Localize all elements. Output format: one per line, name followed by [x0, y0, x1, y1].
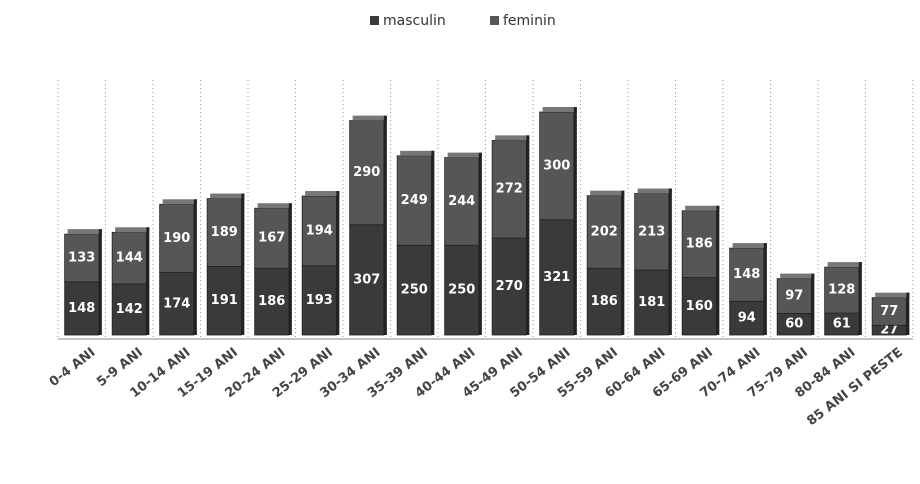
value-label: 202	[591, 224, 618, 239]
bar-side	[763, 243, 767, 335]
value-label: 148	[68, 301, 95, 316]
bar	[206, 198, 242, 267]
bar	[681, 277, 717, 336]
bar-side	[811, 273, 815, 335]
bar-top	[400, 150, 435, 156]
bar	[586, 195, 622, 269]
value-label: 272	[496, 182, 523, 197]
bar-top	[115, 227, 150, 233]
bar	[444, 157, 480, 246]
value-label: 307	[353, 272, 380, 287]
value-label: 189	[211, 225, 238, 240]
bar-side	[193, 199, 197, 335]
bar-side	[336, 191, 340, 335]
bar-side	[858, 262, 862, 335]
value-label: 186	[591, 294, 618, 309]
value-label: 133	[68, 250, 95, 265]
bar-side	[146, 227, 150, 335]
bar	[254, 207, 290, 269]
value-label: 213	[638, 224, 665, 239]
value-label: 174	[163, 296, 190, 311]
value-label: 190	[163, 231, 190, 246]
value-label: 148	[733, 267, 760, 282]
bar	[349, 120, 385, 226]
bar-side	[288, 203, 292, 335]
value-label: 97	[785, 289, 803, 304]
bar	[64, 233, 100, 283]
bar-top	[352, 115, 387, 121]
bar	[539, 219, 575, 336]
value-label: 249	[401, 193, 428, 208]
bar	[159, 272, 195, 336]
value-label: 27	[880, 323, 898, 338]
value-label: 128	[828, 283, 855, 298]
bar	[254, 267, 290, 336]
bar-top	[827, 262, 862, 268]
value-label: 144	[116, 251, 143, 266]
value-label: 321	[543, 270, 570, 285]
bar-side	[383, 115, 387, 336]
value-label: 181	[638, 295, 665, 310]
value-label: 77	[880, 304, 898, 319]
bar	[871, 297, 907, 326]
legend-swatch	[490, 16, 499, 25]
bar-top	[590, 190, 625, 196]
bar-top	[305, 191, 340, 197]
bar-side	[431, 150, 435, 335]
bar-side	[526, 135, 530, 335]
value-label: 290	[353, 165, 380, 180]
bar-top	[210, 193, 245, 199]
x-tick-label: 0-4 ANI	[47, 345, 99, 390]
value-label: 300	[543, 158, 570, 173]
bar-top	[875, 292, 910, 298]
bar-side	[241, 193, 245, 335]
bar	[159, 203, 195, 273]
value-label: 250	[401, 283, 428, 298]
legend-label: masculin	[383, 13, 446, 29]
value-label: 270	[496, 279, 523, 294]
legend-swatch	[370, 16, 379, 25]
bar-top	[732, 243, 767, 249]
bar-side	[906, 292, 910, 335]
bar-top	[67, 229, 102, 235]
value-label: 193	[306, 293, 333, 308]
bar-side	[573, 107, 577, 335]
value-label: 194	[306, 223, 333, 238]
bar	[681, 210, 717, 278]
bar-top	[162, 199, 197, 205]
bar-top	[542, 107, 577, 112]
bar-top	[257, 203, 292, 209]
value-label: 160	[686, 299, 713, 314]
bar	[776, 278, 812, 314]
value-label: 191	[211, 293, 238, 308]
bar-side	[478, 152, 482, 335]
bar	[586, 267, 622, 336]
bar-top	[685, 205, 720, 211]
bar-top	[447, 152, 482, 158]
bar-side	[621, 190, 625, 335]
bar-side	[716, 205, 720, 335]
value-label: 142	[116, 302, 143, 317]
bar-top	[637, 188, 672, 194]
value-label: 167	[258, 231, 285, 246]
bar-side	[668, 188, 672, 335]
legend-label: feminin	[503, 13, 556, 29]
value-label: 186	[258, 294, 285, 309]
value-label: 244	[448, 194, 475, 209]
bar-side	[98, 229, 102, 335]
value-label: 60	[785, 317, 803, 332]
bar-top	[495, 135, 530, 141]
bar-top	[780, 273, 815, 279]
value-label: 250	[448, 283, 475, 298]
value-label: 61	[833, 317, 851, 332]
value-label: 186	[686, 237, 713, 252]
bar	[349, 224, 385, 336]
bar	[206, 266, 242, 336]
bar	[491, 237, 527, 336]
value-label: 94	[738, 311, 756, 326]
